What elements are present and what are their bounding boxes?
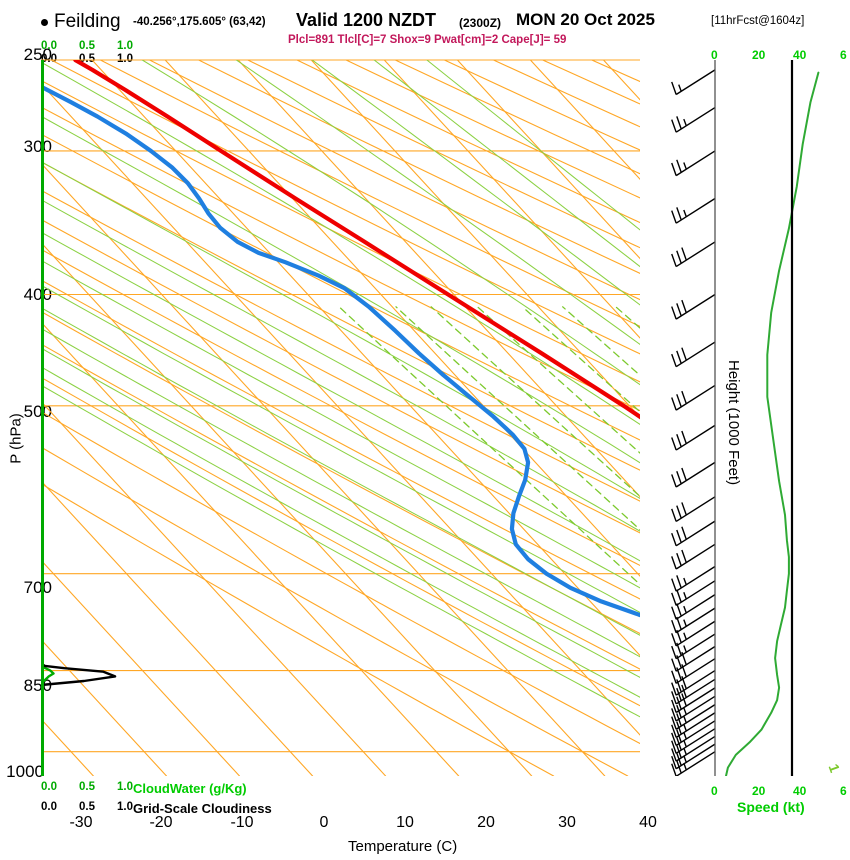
wind-barb bbox=[671, 293, 716, 320]
cloudiness-top-tick-1: 1.0 bbox=[117, 53, 133, 65]
cloudwater-top-tick-05: 0.5 bbox=[79, 40, 95, 52]
station-dot-icon bbox=[41, 19, 48, 26]
cloudwater-top-tick-1: 1.0 bbox=[117, 40, 133, 52]
valid-time: Valid 1200 NZDT bbox=[296, 10, 437, 30]
wind-barb bbox=[671, 384, 716, 411]
temp-tick-m20: -20 bbox=[149, 814, 173, 831]
wind-barb bbox=[671, 687, 716, 714]
wind-barb bbox=[671, 565, 716, 592]
cloudwater-bottom-tick-05: 0.5 bbox=[79, 781, 95, 793]
pressure-tick-250: 250 bbox=[23, 45, 52, 64]
wind-barb bbox=[671, 461, 716, 488]
pressure-tick-400: 400 bbox=[23, 285, 52, 304]
cloudwater-bottom-tick-0: 0.0 bbox=[41, 781, 57, 793]
pressure-tick-500: 500 bbox=[23, 402, 52, 421]
wind-barb bbox=[671, 633, 716, 660]
station-name: Feilding bbox=[54, 11, 121, 32]
speed-top-tick-60: 6 bbox=[840, 48, 847, 62]
speed-top-tick-20: 20 bbox=[752, 48, 766, 62]
wind-barb bbox=[671, 580, 716, 607]
cloudiness-bottom-tick-05: 0.5 bbox=[79, 801, 95, 813]
wind-barb bbox=[671, 607, 716, 634]
wind-barb bbox=[671, 241, 716, 268]
speed-top-tick-40: 40 bbox=[793, 48, 807, 62]
height-profile-curve bbox=[725, 60, 820, 776]
wind-barb bbox=[671, 69, 716, 96]
sounding-curves bbox=[41, 60, 640, 776]
temp-tick-40: 40 bbox=[639, 814, 657, 831]
pressure-tick-1000: 1000 bbox=[6, 762, 44, 781]
wind-barb bbox=[671, 520, 716, 547]
cloudiness-top-tick-0: 0.0 bbox=[41, 53, 57, 65]
cloudwater-axis-label: CloudWater (g/Kg) bbox=[133, 781, 247, 796]
temp-tick-m10: -10 bbox=[230, 814, 254, 831]
speed-bottom-tick-60: 6 bbox=[840, 784, 847, 798]
svg-text:20: 20 bbox=[794, 418, 818, 442]
wind-barb bbox=[671, 341, 716, 368]
wind-barb bbox=[671, 150, 716, 177]
sounding-indices: Plcl=891 Tlcl[C]=7 Shox=9 Pwat[cm]=2 Cap… bbox=[288, 34, 567, 46]
wind-barb bbox=[671, 106, 716, 133]
speed-bottom-tick-0: 0 bbox=[711, 784, 718, 798]
valid-date: MON 20 Oct 2025 bbox=[516, 10, 655, 29]
grid-lines bbox=[41, 59, 640, 776]
temp-tick-30: 30 bbox=[558, 814, 576, 831]
station-coordinates: -40.256°,175.605° (63,42) bbox=[133, 16, 266, 28]
wind-barb bbox=[671, 496, 716, 523]
svg-text:1: 1 bbox=[826, 762, 844, 775]
speed-bottom-tick-20: 20 bbox=[752, 784, 766, 798]
wind-barb bbox=[671, 543, 716, 570]
cloudiness-axis-label: Grid-Scale Cloudiness bbox=[133, 801, 272, 816]
pressure-tick-700: 700 bbox=[23, 578, 52, 597]
temperature-axis-label: Temperature (C) bbox=[348, 838, 458, 855]
wind-barb bbox=[671, 678, 716, 705]
cloudwater-bottom-tick-1: 1.0 bbox=[117, 781, 133, 793]
temp-tick-20: 20 bbox=[477, 814, 495, 831]
wind-barb bbox=[671, 197, 716, 224]
wind-barb bbox=[671, 645, 716, 672]
speed-axis-label: Speed (kt) bbox=[737, 799, 805, 815]
cloudiness-bottom-tick-1: 1.0 bbox=[117, 801, 133, 813]
wind-barb bbox=[671, 658, 716, 684]
speed-bottom-tick-40: 40 bbox=[793, 784, 807, 798]
speed-top-tick-0: 0 bbox=[711, 48, 718, 62]
wind-barb bbox=[671, 594, 716, 620]
valid-time-zulu: (2300Z) bbox=[459, 16, 502, 30]
temp-tick-10: 10 bbox=[396, 814, 414, 831]
wind-barb bbox=[671, 669, 716, 696]
wind-barb bbox=[671, 620, 716, 647]
cloudiness-bottom-tick-0: 0.0 bbox=[41, 801, 57, 813]
cloudwater-top-tick-0: 0.0 bbox=[41, 40, 57, 52]
temp-tick-m30: -30 bbox=[69, 814, 93, 831]
wind-barbs bbox=[671, 60, 716, 776]
wind-barb bbox=[671, 424, 716, 451]
temp-tick-0: 0 bbox=[319, 814, 329, 831]
forecast-hour: [11hrFcst@1604z] bbox=[711, 15, 805, 27]
cloudiness-top-tick-05: 0.5 bbox=[79, 53, 95, 65]
wind-barb bbox=[671, 720, 716, 747]
inline-tick-labels: -10010203040123581220 bbox=[794, 418, 844, 775]
